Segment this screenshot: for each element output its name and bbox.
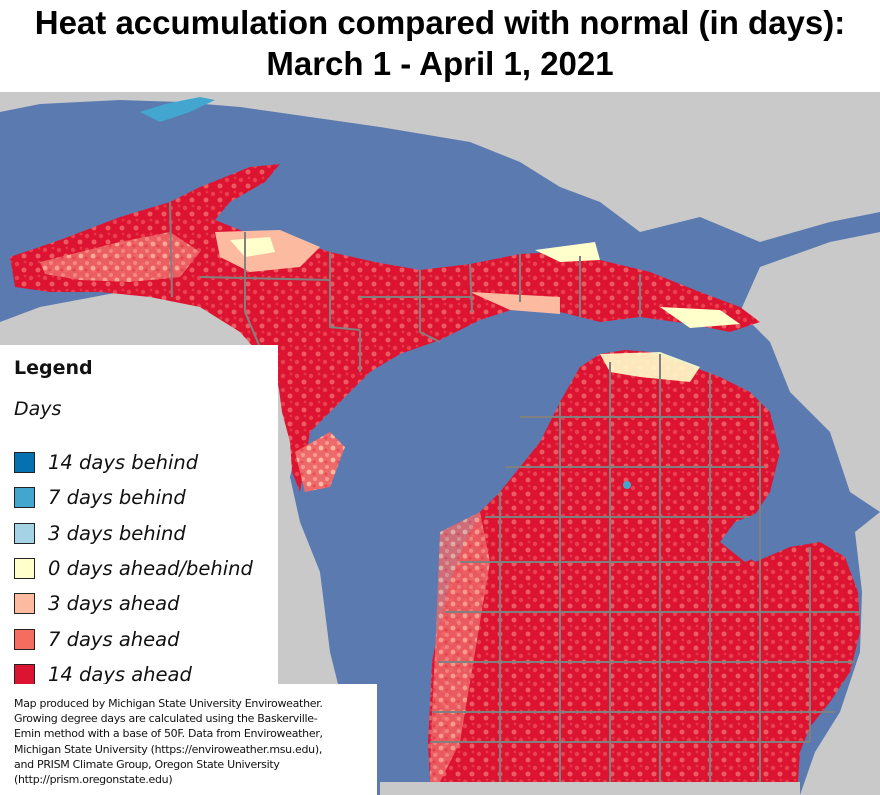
upper-peninsula <box>10 164 760 492</box>
credit-panel: Map produced by Michigan State Universit… <box>0 684 377 795</box>
up-east-yellow-2 <box>660 307 740 328</box>
legend-swatch <box>14 558 35 580</box>
map-title: Heat accumulation compared with normal (… <box>0 2 880 84</box>
legend-heading: Legend <box>14 357 93 379</box>
legend-label: 14 days ahead <box>48 662 192 686</box>
legend-item: 14 days ahead <box>14 657 253 692</box>
credit-line: Growing degree days are calculated using… <box>14 712 318 726</box>
isle-royale <box>140 97 215 122</box>
legend-swatch <box>14 522 35 544</box>
credit-line: Map produced by Michigan State Universit… <box>14 697 323 710</box>
legend-item: 7 days ahead <box>14 621 253 656</box>
credit-line: (http://prism.oregonstate.edu) <box>14 773 173 787</box>
canada-east-land <box>740 232 880 512</box>
legend-panel: Legend Days 14 days behind 7 days behind… <box>0 345 278 686</box>
legend-item: 7 days behind <box>14 480 253 515</box>
legend-item: 0 days ahead/behind <box>14 551 253 586</box>
legend-swatch <box>14 663 35 685</box>
credit-text: Map produced by Michigan State Universit… <box>14 696 369 787</box>
inland-lake <box>623 481 631 489</box>
saginaw-bay <box>720 512 780 562</box>
legend-item: 3 days behind <box>14 516 253 551</box>
up-east-light <box>470 292 560 314</box>
legend-label: 7 days ahead <box>48 627 180 651</box>
up-east-yellow-1 <box>535 242 600 262</box>
legend-swatch <box>14 628 35 650</box>
county-lines <box>169 201 860 782</box>
credit-line: and PRISM Climate Group, Oregon State Un… <box>14 757 280 771</box>
legend-subheading: Days <box>14 398 62 420</box>
lp-north-yellow <box>600 352 700 382</box>
legend-label: 3 days behind <box>48 521 186 545</box>
ontario-land <box>800 512 880 795</box>
map-title-line-2: March 1 - April 1, 2021 <box>266 45 614 82</box>
legend-label: 7 days behind <box>48 486 186 510</box>
door-peninsula <box>295 432 345 492</box>
map-title-line-1: Heat accumulation compared with normal (… <box>34 4 846 41</box>
legend-item: 3 days ahead <box>14 586 253 621</box>
credit-line: Michigan State University (https://envir… <box>14 742 323 756</box>
legend-list: 14 days behind 7 days behind 3 days behi… <box>14 445 253 692</box>
up-light-patch-west <box>40 232 200 282</box>
indiana-ohio-land <box>380 782 800 795</box>
legend-label: 3 days ahead <box>48 592 180 616</box>
legend-swatch <box>14 452 35 474</box>
lower-peninsula <box>428 350 860 782</box>
credit-line: Emin method with a base of 50F. Data fro… <box>14 727 323 741</box>
legend-item: 14 days behind <box>14 445 253 480</box>
legend-swatch <box>14 593 35 615</box>
canada-land <box>0 92 880 242</box>
legend-label: 0 days ahead/behind <box>48 557 253 581</box>
lp-west-shore-light <box>430 512 490 782</box>
legend-swatch <box>14 487 35 509</box>
up-yellow-patch <box>230 237 275 257</box>
legend-label: 14 days behind <box>48 451 199 475</box>
